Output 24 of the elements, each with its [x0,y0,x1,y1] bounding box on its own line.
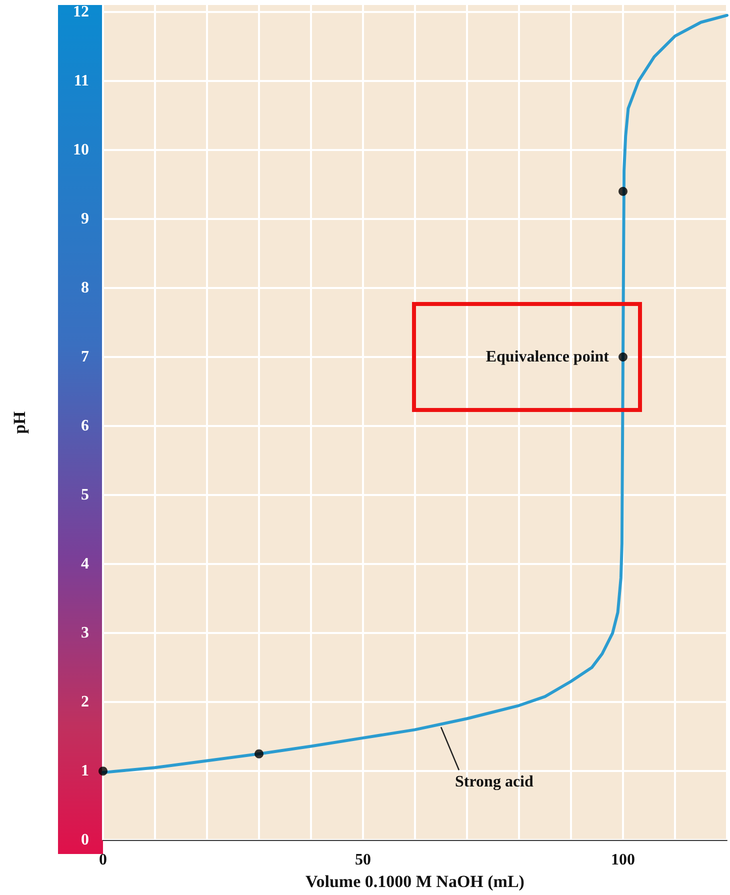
y-tick-label: 6 [81,418,89,434]
y-tick-label: 5 [81,486,89,504]
y-tick-label: 0 [81,832,89,849]
point [618,186,628,196]
y-tick-label: 1 [81,762,89,780]
y-tick-label: 2 [81,694,89,711]
point [254,749,264,758]
y-tick-label: 12 [73,3,89,20]
x-axis-title: Volume 0.1000 M NaOH (mL) [306,872,524,891]
point [98,766,108,776]
x-tick-label: 100 [611,852,635,869]
annotation: Equivalence point [486,348,610,366]
x-tick-label: 50 [355,852,371,869]
y-tick-label: 3 [81,624,89,642]
y-axis-title: pH [10,411,29,434]
y-tick-label: 4 [81,556,89,573]
y-tick-label: 11 [74,72,89,90]
annotation: Strong acid [455,774,534,791]
y-tick-label: 10 [73,141,89,158]
y-tick-label: 8 [81,279,89,296]
y-tick-label: 7 [81,348,89,366]
point [618,352,628,362]
y-tick-label: 9 [81,210,89,228]
x-tick-label: 0 [99,852,107,869]
